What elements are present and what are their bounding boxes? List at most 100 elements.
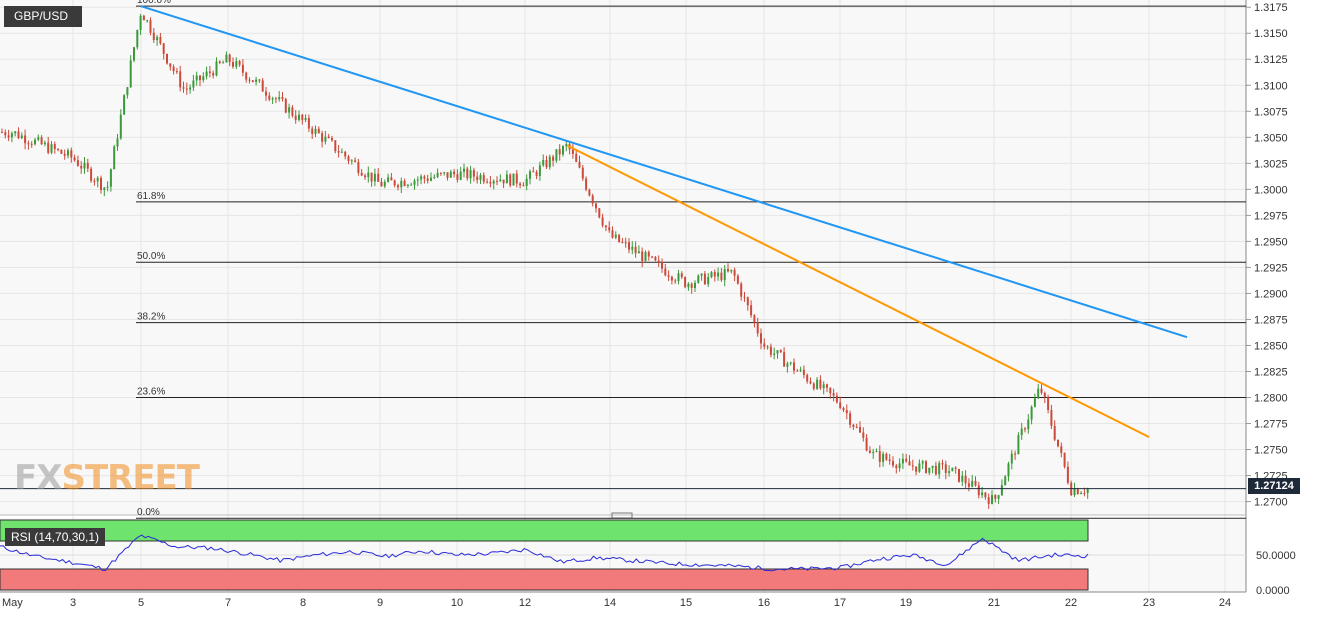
candle-body	[938, 463, 941, 475]
candle-body	[430, 177, 432, 181]
candle-body	[901, 458, 904, 464]
candle-body	[845, 410, 848, 414]
candle-body	[1043, 392, 1046, 398]
candle-body	[717, 272, 720, 277]
candle-body	[921, 461, 924, 464]
candle-body	[515, 173, 518, 184]
candle-body	[344, 151, 347, 157]
candle-body	[133, 47, 135, 61]
candle-body	[258, 79, 261, 81]
candle-body	[367, 172, 370, 178]
candle-body	[7, 135, 10, 138]
candle-body	[779, 350, 782, 353]
candle-body	[27, 143, 30, 145]
x-tick-label: 24	[1219, 597, 1231, 609]
candle-body	[195, 75, 198, 81]
candle-body	[403, 180, 406, 186]
candle-body	[664, 268, 667, 276]
candle-body	[915, 466, 918, 472]
candle-body	[680, 273, 683, 278]
candle-body	[86, 162, 89, 169]
candle-body	[50, 144, 53, 153]
candle-body	[489, 182, 492, 184]
candle-body	[406, 184, 409, 186]
candle-body	[816, 379, 819, 389]
candle-body	[532, 171, 535, 173]
candle-body	[519, 183, 522, 186]
candle-body	[139, 15, 142, 30]
candle-body	[687, 283, 690, 288]
candle-body	[83, 162, 86, 169]
candle-body	[17, 131, 20, 139]
candle-body	[562, 146, 564, 155]
candle-body	[327, 136, 330, 138]
candle-body	[964, 475, 967, 484]
x-tick-label: May	[2, 597, 23, 609]
candle-body	[862, 432, 865, 438]
candle-body	[684, 277, 687, 288]
candle-body	[222, 62, 225, 64]
candle-body	[502, 179, 505, 184]
candle-body	[905, 458, 908, 462]
candle-body	[690, 283, 693, 288]
candle-body	[578, 161, 581, 168]
y-tick-label: 1.3150	[1254, 28, 1288, 40]
candle-body	[898, 463, 901, 469]
candle-body	[251, 80, 254, 83]
candle-body	[172, 66, 175, 72]
candle-body	[271, 98, 274, 100]
candle-body	[189, 87, 192, 90]
candle-body	[1066, 466, 1069, 483]
candle-body	[918, 463, 921, 472]
candle-body	[314, 128, 317, 134]
candle-body	[812, 383, 815, 389]
x-tick-label: 15	[680, 597, 692, 609]
candle-body	[826, 384, 828, 388]
candle-body	[911, 465, 914, 467]
candle-body	[96, 177, 99, 182]
candle-body	[446, 172, 449, 178]
candle-body	[482, 175, 485, 182]
candle-body	[166, 53, 168, 64]
candle-body	[136, 29, 139, 48]
candle-body	[298, 114, 300, 120]
candle-body	[218, 61, 221, 63]
candle-body	[433, 176, 436, 178]
candle-body	[469, 170, 472, 179]
candle-body	[413, 180, 416, 185]
candle-body	[116, 138, 119, 147]
blue-trendline	[140, 5, 1188, 339]
candle-body	[981, 492, 984, 496]
rsi-indicator-label: RSI (14,70,30,1)	[5, 528, 106, 546]
candle-body	[340, 151, 343, 153]
candle-body	[542, 160, 545, 166]
candle-body	[509, 174, 512, 186]
candle-body	[700, 273, 703, 276]
candle-body	[1057, 439, 1059, 447]
rsi-oversold-zone	[0, 568, 1089, 591]
candle-body	[499, 179, 502, 182]
x-tick-label: 10	[451, 597, 463, 609]
candle-body	[354, 160, 357, 162]
candle-body	[1060, 446, 1063, 453]
candle-body	[657, 260, 660, 262]
candle-body	[311, 128, 314, 134]
candle-body	[1086, 488, 1089, 494]
candle-body	[479, 175, 482, 181]
candle-body	[380, 181, 383, 187]
y-tick-label: 1.3175	[1254, 2, 1288, 14]
fib-level-label: 23.6%	[137, 387, 165, 398]
fib-level-label: 0.0%	[137, 507, 160, 518]
candle-body	[159, 37, 162, 44]
candle-body	[1076, 488, 1079, 495]
candle-body	[733, 269, 736, 276]
candle-body	[100, 177, 102, 190]
fib-level-label: 61.8%	[137, 191, 165, 202]
candle-body	[324, 136, 327, 142]
candle-body	[179, 71, 182, 88]
candle-body	[647, 252, 650, 257]
rsi-overbought-zone	[0, 519, 1089, 542]
candle-body	[670, 276, 673, 281]
